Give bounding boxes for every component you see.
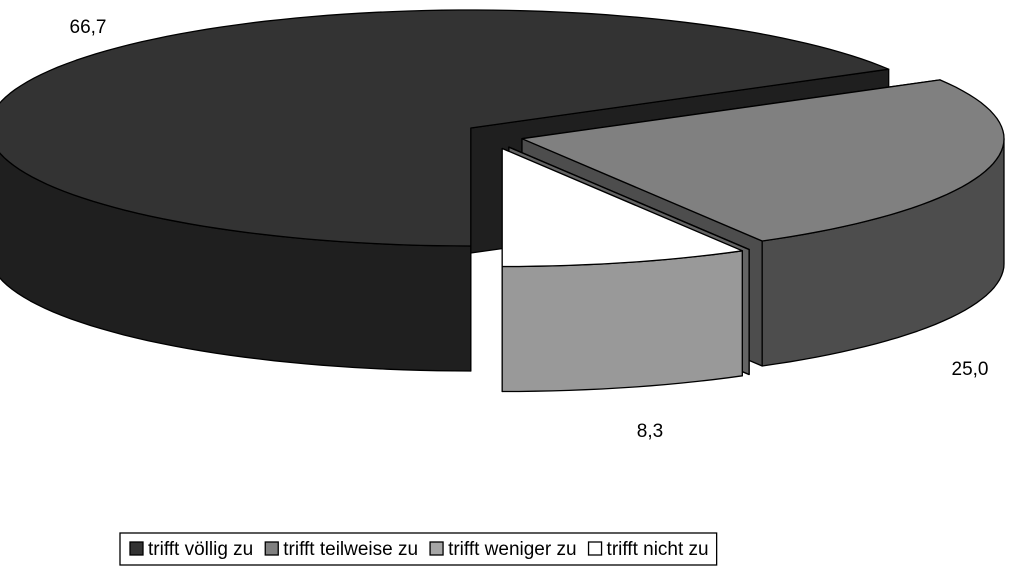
legend-swatch	[264, 541, 279, 556]
legend-box	[119, 532, 718, 566]
data-label: 66,7	[70, 17, 107, 38]
slice-top	[501, 147, 743, 268]
legend-swatch	[429, 541, 444, 556]
slice-top	[521, 79, 1005, 242]
data-label: 25,0	[952, 359, 989, 380]
slice-top	[508, 146, 750, 251]
legend-swatch	[587, 541, 603, 556]
pie-slice	[501, 147, 743, 393]
legend-label: trifft völlig zu	[148, 539, 253, 560]
legend-label: trifft weniger zu	[448, 539, 576, 560]
legend-label: trifft teilweise zu	[283, 539, 418, 560]
legend-swatch	[129, 541, 144, 556]
data-label: 8,3	[637, 421, 663, 442]
slice-top	[0, 9, 890, 247]
slice-wall	[501, 250, 743, 393]
legend: trifft völlig zu trifft teilweise zu triff…	[119, 532, 718, 566]
legend-label: trifft nicht zu	[607, 539, 709, 560]
